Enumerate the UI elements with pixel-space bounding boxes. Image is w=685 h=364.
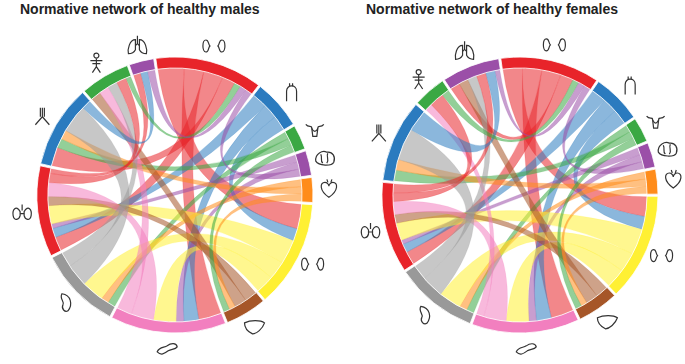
segment-arc [382,182,414,270]
segment-arc [383,104,424,181]
organ-icon [245,321,265,334]
segment-arc [258,204,313,300]
ribbons [48,68,302,322]
segment-arc [638,143,656,169]
chord-chart: Normative network of healthy females [361,1,681,354]
organ-icon [361,223,379,238]
segment-arc [285,126,305,153]
chart-title: Normative network of healthy males [20,1,260,17]
segment-arc [295,151,311,177]
organ-icon [543,39,565,51]
chord-ribbon [210,145,295,312]
segment-arc [501,57,597,89]
ring [37,57,313,333]
segment-arc [37,166,61,256]
chord-chart: Normative network of healthy males [13,1,337,354]
chart-title: Normative network of healthy females [366,1,618,17]
organ-icon [13,205,31,220]
organ-icon [651,250,673,262]
organ-icon [316,152,335,165]
organ-icon [666,170,681,188]
organ-icon [455,41,473,59]
organ-icon [128,36,146,54]
organ-icon [157,344,177,354]
organ-icon [413,70,425,90]
segment-arc [52,253,115,317]
organ-icon [420,306,430,324]
segment-arc [575,287,614,319]
chord-ribbon [495,70,585,137]
segment-arc [444,59,500,89]
chord-ribbon [442,80,579,142]
segment-arc [156,57,259,94]
segment-arc [41,93,90,167]
segment-arc [417,81,448,110]
ribbons [393,68,647,322]
segment-arc [609,196,658,294]
organ-icon [61,294,71,312]
segment-arc [301,177,313,202]
organ-icon [647,116,665,128]
segment-arc [645,169,658,194]
segment-arc [592,82,634,124]
organ-icon [302,258,324,270]
chord-ribbon [126,76,241,139]
segment-arc [129,59,155,76]
chord-ribbon [561,186,647,306]
organ-icon [597,316,617,329]
ring [382,57,658,333]
organ-icon [658,143,677,156]
segment-arc [112,308,226,333]
segment-arc [406,266,475,324]
segment-arc [254,87,294,130]
segment-arc [223,293,263,323]
organ-icon [90,53,102,73]
organ-icon [321,179,336,197]
segment-arc [84,66,131,100]
organ-icon [287,83,297,101]
organ-icon [372,124,386,141]
segment-arc [626,119,647,145]
organ-icon [306,124,324,136]
organ-icon [203,40,225,52]
organ-icon [516,344,536,354]
segment-arc [472,310,578,333]
figure: Normative network of healthy males Normat… [0,0,685,364]
organ-icon [625,76,635,94]
organ-icon [35,108,49,125]
